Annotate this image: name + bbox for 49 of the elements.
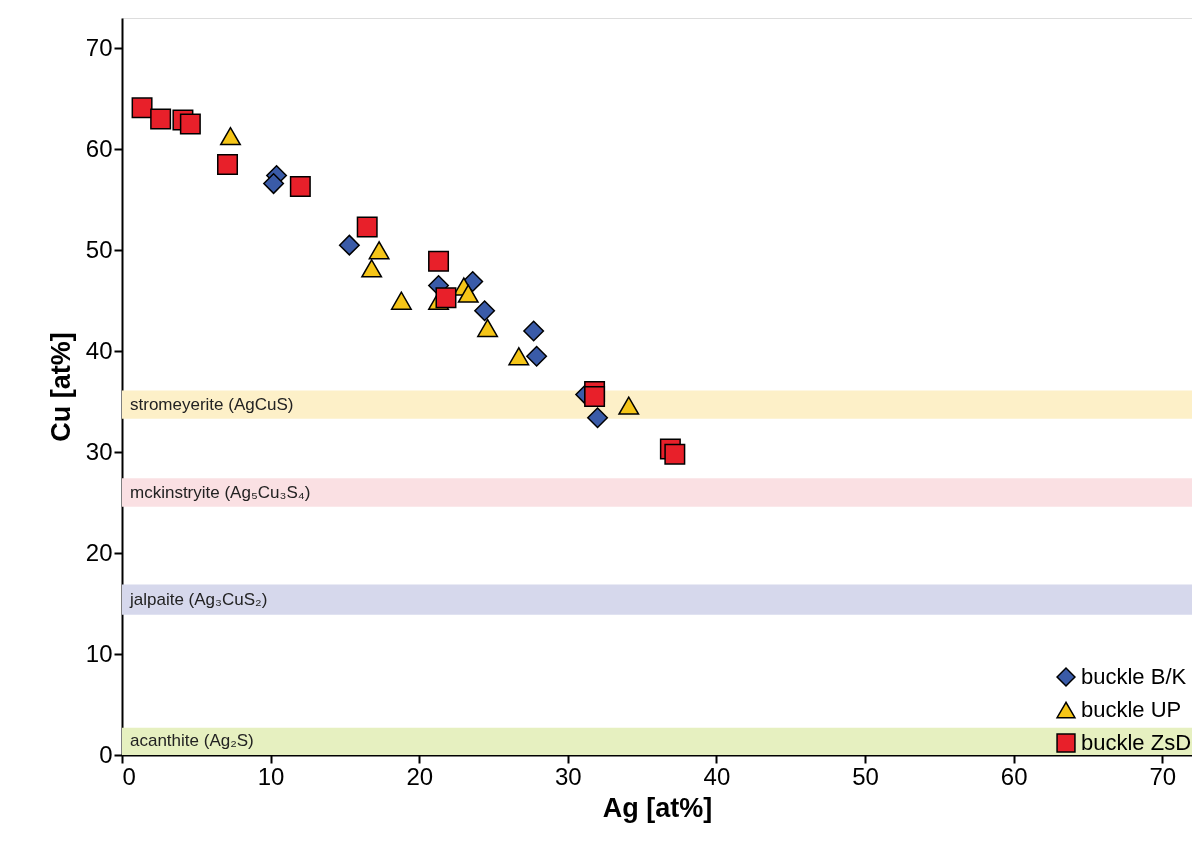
x-tick-label: 40 bbox=[703, 762, 731, 790]
y-tick-label: 70 bbox=[85, 33, 113, 61]
point bbox=[219, 126, 241, 146]
point bbox=[523, 320, 545, 342]
point bbox=[390, 291, 412, 310]
x-tick-label: 30 bbox=[554, 762, 582, 790]
band-label: jalpaite (Ag₃CuS₂) bbox=[129, 589, 268, 609]
x-tick-label: 0 bbox=[122, 762, 136, 790]
band-label: acanthite (Ag₂S) bbox=[130, 731, 254, 751]
point bbox=[435, 287, 457, 309]
point bbox=[338, 234, 360, 256]
point bbox=[618, 396, 640, 415]
y-axis-title: Cu [at%] bbox=[45, 332, 76, 442]
point bbox=[368, 241, 390, 260]
point bbox=[477, 318, 499, 338]
point bbox=[428, 250, 450, 272]
point bbox=[131, 97, 153, 119]
point bbox=[217, 153, 239, 175]
x-tick-label: 10 bbox=[257, 762, 285, 790]
point bbox=[457, 284, 479, 303]
y-tick-label: 30 bbox=[85, 437, 113, 465]
point bbox=[526, 345, 548, 367]
y-tick-label: 20 bbox=[85, 538, 113, 566]
x-tick-label: 20 bbox=[406, 762, 434, 790]
point bbox=[664, 443, 686, 465]
point bbox=[150, 108, 172, 130]
legend-label: buckle UP bbox=[1081, 697, 1182, 722]
point bbox=[584, 386, 606, 408]
x-tick-label: 60 bbox=[1000, 762, 1028, 790]
band-label: mckinstryite (Ag₅Cu₃S₄) bbox=[130, 482, 311, 502]
y-tick-label: 50 bbox=[85, 235, 113, 263]
point bbox=[587, 407, 609, 429]
point bbox=[356, 216, 378, 238]
point bbox=[474, 300, 496, 322]
x-axis-title: Ag [at%] bbox=[602, 792, 713, 823]
point bbox=[263, 173, 285, 195]
legend-label: buckle ZsD bbox=[1081, 730, 1192, 755]
legend-label: buckle B/K bbox=[1081, 664, 1187, 689]
y-tick-label: 0 bbox=[99, 740, 113, 768]
y-tick-label: 10 bbox=[85, 639, 113, 667]
point bbox=[361, 259, 383, 278]
x-tick-label: 70 bbox=[1149, 762, 1177, 790]
band-label: stromeyerite (AgCuS) bbox=[130, 394, 294, 414]
x-tick-label: 50 bbox=[852, 762, 879, 790]
point bbox=[289, 176, 311, 198]
y-tick-label: 60 bbox=[85, 134, 113, 162]
point bbox=[179, 113, 201, 135]
y-tick-label: 40 bbox=[85, 336, 113, 364]
point bbox=[508, 347, 530, 366]
